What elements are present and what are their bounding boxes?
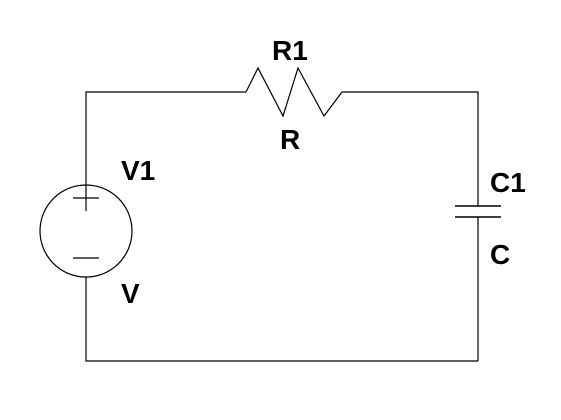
capacitor-name-label: C1 [490, 167, 526, 198]
wires [85, 91, 479, 362]
wire-top-right [342, 91, 479, 206]
voltage-source-v1 [39, 184, 133, 278]
wire-top-left [85, 91, 246, 185]
resistor-r1 [245, 66, 343, 118]
capacitor-c1 [455, 205, 501, 218]
source-value-label: V [121, 278, 140, 309]
wire-bottom [85, 277, 478, 362]
resistor-value-label: R [280, 124, 300, 155]
source-name-label: V1 [121, 155, 155, 186]
resistor-name-label: R1 [272, 35, 308, 66]
resistor-zigzag [245, 66, 343, 118]
capacitor-value-label: C [490, 239, 510, 270]
source-plus-symbol [73, 185, 99, 211]
